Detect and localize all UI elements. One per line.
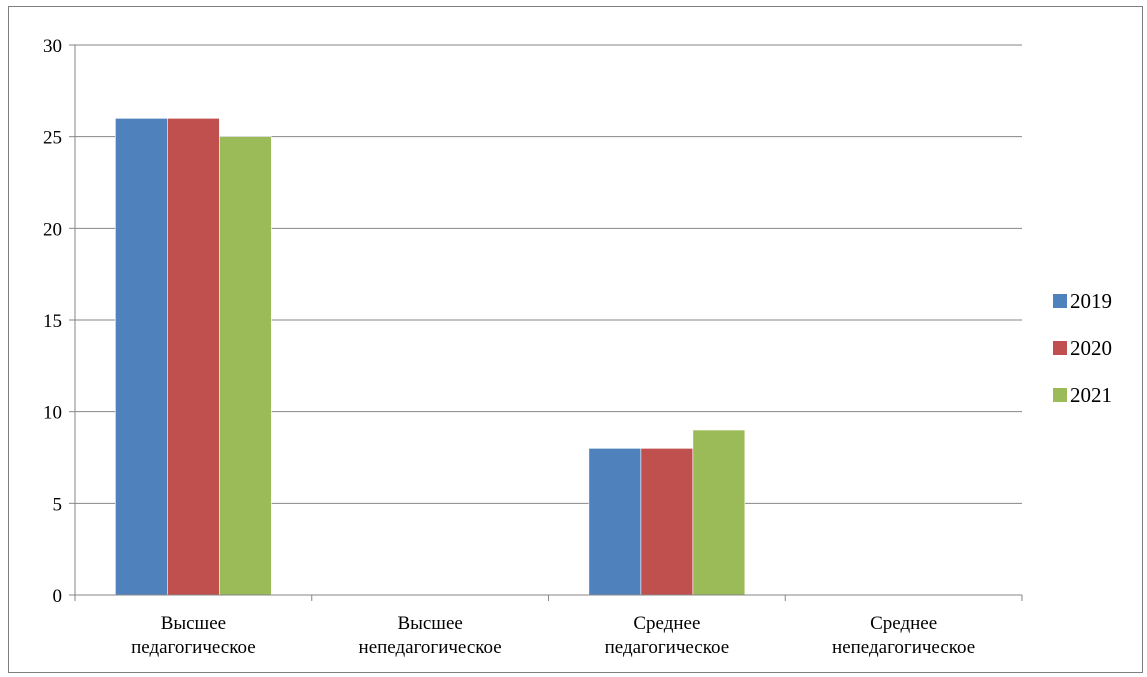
legend: 2019 2020 2021	[1053, 289, 1112, 407]
y-tick-label: 20	[43, 219, 62, 240]
y-tick-label: 30	[43, 36, 62, 57]
bar	[588, 448, 642, 596]
x-category-label-line: Высшее	[161, 613, 226, 634]
x-category-label: Высшее непедагогическое	[359, 613, 502, 658]
legend-swatch	[1053, 388, 1067, 402]
y-tick-label: 0	[53, 586, 63, 607]
chart-frame: 0 5 10 15 20 25 30 Высшее педагогическое Высшее н…	[8, 6, 1143, 673]
legend-swatch	[1053, 341, 1067, 355]
legend-label: 2020	[1070, 336, 1112, 360]
y-axis-ticks: 0 5 10 15 20 25 30	[43, 36, 75, 607]
legend-swatch	[1053, 294, 1067, 308]
bar	[167, 118, 220, 596]
x-category-label: Высшее педагогическое	[131, 613, 256, 658]
x-category-label: Среднее непедагогическое	[832, 613, 975, 658]
legend-label: 2021	[1070, 383, 1112, 407]
bar	[640, 448, 694, 596]
x-category-label-line: педагогическое	[605, 637, 730, 658]
x-category-label-line: педагогическое	[131, 637, 256, 658]
x-category-label-line: непедагогическое	[359, 637, 502, 658]
bar	[219, 136, 272, 596]
x-category-label-line: Среднее	[870, 613, 937, 634]
y-tick-label: 25	[43, 128, 62, 149]
legend-item: 2020	[1053, 336, 1112, 360]
bar-chart: 0 5 10 15 20 25 30 Высшее педагогическое Высшее н…	[43, 36, 1112, 658]
legend-label: 2019	[1070, 289, 1112, 313]
x-category-label-line: непедагогическое	[832, 637, 975, 658]
legend-item: 2019	[1053, 289, 1112, 313]
bar	[115, 118, 168, 596]
bars	[115, 118, 746, 596]
x-category-label: Среднее педагогическое	[605, 613, 730, 658]
bar	[692, 429, 746, 596]
legend-item: 2021	[1053, 383, 1112, 407]
x-category-label-line: Высшее	[397, 613, 462, 634]
y-tick-label: 5	[53, 494, 63, 515]
y-tick-label: 10	[43, 403, 62, 424]
x-category-label-line: Среднее	[633, 613, 700, 634]
x-axis-ticks: Высшее педагогическое Высшее непедагогическ…	[74, 595, 1023, 658]
y-tick-label: 15	[43, 311, 62, 332]
